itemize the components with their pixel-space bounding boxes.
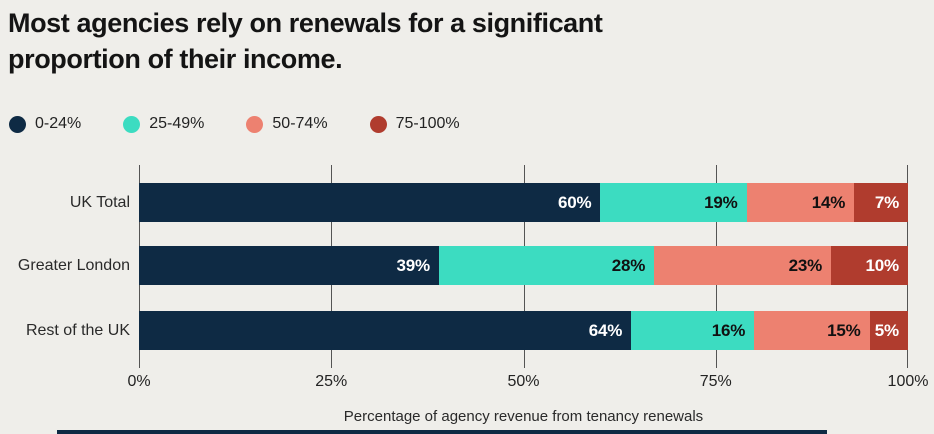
bar-value-label: 23%	[788, 255, 823, 275]
x-axis-tick-labels: 0% 25% 50% 75% 100%	[127, 373, 928, 393]
bar-row: 60% 19% 14% 7%	[139, 183, 908, 222]
plot-area: 60% 19% 14% 7% 39% 28% 23% 10% 64% 16% 15% 5%	[139, 165, 908, 368]
bar-segment: 10%	[831, 246, 908, 285]
bar-value-label: 64%	[588, 320, 623, 340]
bar-segment: 64%	[139, 311, 632, 350]
legend: 0-24% 25-49% 50-74% 75-100%	[9, 115, 460, 133]
bar-segment: 5%	[869, 311, 908, 350]
bar-value-label: 14%	[811, 192, 846, 212]
bar-row: 64% 16% 15% 5%	[139, 311, 908, 350]
bar-segment: 60%	[139, 183, 601, 222]
legend-item: 75-100%	[369, 115, 460, 133]
chart-title-line1: Most agencies rely on renewals for a sig…	[8, 8, 603, 38]
bar-segment: 28%	[438, 246, 655, 285]
bar-segment: 15%	[754, 311, 870, 350]
x-tick-label: 25%	[315, 373, 348, 390]
category-labels: UK Total Greater London Rest of the UK	[0, 165, 130, 368]
legend-item: 0-24%	[9, 115, 81, 133]
category-label: UK Total	[69, 193, 130, 211]
bar-segment: 16%	[631, 311, 755, 350]
bar-value-label: 28%	[611, 255, 646, 275]
category-label: Greater London	[17, 256, 130, 274]
category-label: Rest of the UK	[25, 321, 130, 339]
bar-segment: 39%	[139, 246, 439, 285]
bar-value-label: 5%	[874, 320, 899, 340]
x-tick-label: 100%	[887, 373, 929, 390]
bar-value-label: 10%	[865, 255, 900, 275]
legend-label: 0-24%	[35, 115, 82, 132]
legend-swatch-icon	[246, 115, 264, 133]
x-tick-label: 75%	[699, 373, 732, 390]
x-tick-label: 50%	[507, 373, 540, 390]
x-tick-label: 0%	[127, 373, 151, 390]
legend-label: 50-74%	[272, 115, 328, 132]
legend-swatch-icon	[123, 115, 141, 133]
legend-swatch-icon	[9, 115, 26, 133]
chart-title: Most agencies rely on renewals for a sig…	[8, 5, 603, 77]
legend-item: 50-74%	[246, 115, 328, 133]
chart-title-line2: proportion of their income.	[8, 44, 343, 74]
bar-value-label: 7%	[874, 192, 899, 212]
bar-value-label: 16%	[711, 320, 746, 340]
bar-value-label: 60%	[557, 192, 592, 212]
bottom-strip	[57, 430, 827, 434]
bar-segment: 7%	[854, 183, 908, 222]
bar-value-label: 15%	[827, 320, 861, 340]
x-axis-title: Percentage of agency revenue from tenanc…	[343, 408, 704, 425]
legend-label: 25-49%	[149, 115, 205, 132]
legend-item: 25-49%	[123, 115, 204, 133]
bar-value-label: 19%	[704, 192, 738, 212]
bar-segment: 23%	[654, 246, 832, 285]
legend-swatch-icon	[369, 115, 387, 133]
bar-segment: 14%	[746, 183, 855, 222]
legend-label: 75-100%	[395, 115, 460, 132]
bar-row: 39% 28% 23% 10%	[139, 246, 908, 285]
bar-value-label: 39%	[396, 255, 430, 275]
bar-segment: 19%	[600, 183, 747, 222]
